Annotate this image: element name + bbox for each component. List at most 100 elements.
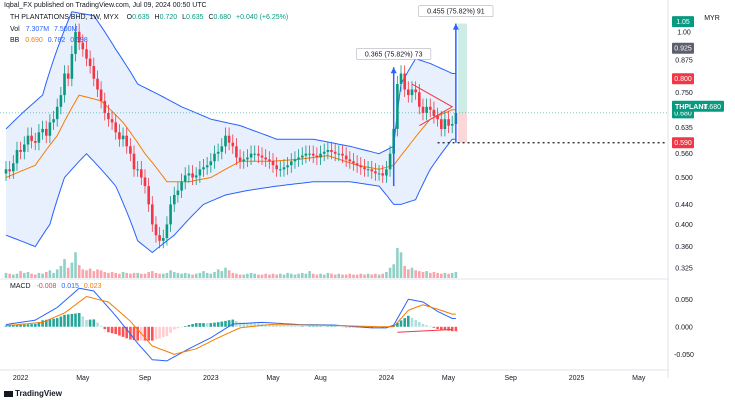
candle-body [224, 135, 227, 147]
bb-label: BB [10, 37, 20, 44]
volume-bar [238, 274, 242, 278]
measure-label-1-box [356, 48, 432, 60]
volume-bar [15, 273, 19, 278]
price-tag: 0.800 [674, 76, 692, 83]
volume-bar [242, 274, 246, 278]
candle-body [129, 146, 132, 154]
candle-body [363, 167, 366, 170]
macd-legend[interactable]: MACD -0.008 0.015 0.023 [10, 282, 101, 292]
candle-body [227, 135, 231, 143]
candle-body [257, 153, 260, 156]
candle-body [242, 159, 246, 162]
macd-histogram-bar [271, 325, 275, 327]
macd-histogram-bar [403, 318, 406, 327]
candle-body [271, 161, 275, 166]
volume-bar [198, 272, 202, 278]
volume-bar [132, 272, 136, 278]
candle-body [180, 181, 183, 191]
volume-bar [352, 274, 355, 278]
volume-bar [297, 273, 300, 278]
candle-body [70, 54, 74, 79]
volume-bar [110, 272, 114, 278]
volume-bar [308, 271, 311, 278]
volume-bar [392, 264, 395, 278]
vol-legend[interactable]: Vol 7.307M 7.500M [10, 25, 77, 35]
macd-histogram-bar [290, 326, 293, 327]
volume-bars [4, 248, 458, 278]
volume-bar [169, 270, 172, 278]
volume-bar [279, 273, 282, 278]
macd-histogram-bar [154, 326, 158, 340]
macd-histogram-bar [121, 326, 125, 337]
volume-bar [447, 273, 450, 278]
candle-body [279, 169, 282, 171]
volume-bar [55, 269, 59, 278]
volume-bar [440, 273, 443, 278]
macd-histogram-bar [23, 324, 26, 327]
bb-lower-line [5, 138, 456, 254]
macd-histogram-bar [114, 326, 117, 335]
macd-histogram-bar [443, 326, 447, 331]
candle-body [326, 150, 330, 152]
macd-histogram-bar [440, 326, 443, 330]
price-tick-label: 0.400 [675, 222, 693, 229]
macd-histogram-bar [311, 326, 315, 327]
volume-bar [421, 272, 425, 278]
candle-body [34, 141, 37, 143]
candle-body [235, 146, 238, 158]
volume-bar [290, 273, 293, 278]
symbol-name[interactable]: TH PLANTATIONS BHD, 1W, MYX [10, 14, 119, 21]
measure-label-2: 0.455 (75.82%) 91 [427, 9, 485, 16]
candle-body [59, 95, 63, 107]
volume-bar [23, 272, 26, 278]
drawings[interactable]: 0.365 (75.82%) 73 0.455 (75.82%) 91 [0, 5, 668, 333]
candle-body [187, 173, 191, 176]
volume-bar [385, 272, 388, 278]
candle-body [77, 31, 81, 43]
volume-bar [220, 271, 224, 278]
candle-body [260, 155, 264, 158]
macd-histogram-bar [191, 324, 194, 327]
macd-histogram-bar [253, 323, 256, 327]
volume-bar [37, 272, 41, 278]
candle-body [85, 49, 88, 59]
bb-fill [6, 11, 456, 253]
candle-body [319, 153, 322, 158]
volume-bar [381, 273, 384, 278]
time-tick-label: 2024 [379, 375, 395, 382]
candle-body [290, 161, 293, 166]
price-axis-background [668, 0, 735, 400]
macd-histogram-bar [202, 323, 205, 327]
candle-body [418, 92, 421, 107]
time-tick-label: Sep [139, 375, 152, 382]
measure-arrow-1-head [390, 67, 397, 74]
volume-bar [414, 270, 417, 278]
macd-histogram-bar [344, 326, 348, 328]
tradingview-logo: TradingView [4, 389, 62, 399]
macd-histogram-bar [41, 320, 44, 327]
macd-histogram-bar [436, 326, 439, 329]
volume-bar [304, 273, 308, 278]
volume-bar [202, 271, 205, 278]
macd-histogram-bar [125, 326, 128, 339]
volume-bar [191, 274, 194, 278]
volume-bar [253, 273, 256, 278]
candle-body [304, 153, 308, 156]
candle-body [275, 165, 278, 170]
candle-body [88, 58, 92, 66]
volume-bar [45, 272, 48, 278]
candle-body [173, 195, 176, 205]
volume-bar [103, 272, 107, 278]
macd-histogram-bar [15, 325, 19, 327]
candle-body [205, 165, 209, 168]
candle-body [143, 177, 147, 187]
publisher-line: Iqbal_FX published on TradingView.com, J… [4, 2, 207, 9]
volume-bar [257, 274, 260, 278]
macd-value: 0.015 [61, 283, 79, 290]
volume-bar [81, 269, 85, 278]
candle-body [450, 124, 454, 126]
bb-legend[interactable]: BB 0.690 0.782 0.598 [10, 36, 88, 46]
volume-bar [432, 272, 436, 278]
